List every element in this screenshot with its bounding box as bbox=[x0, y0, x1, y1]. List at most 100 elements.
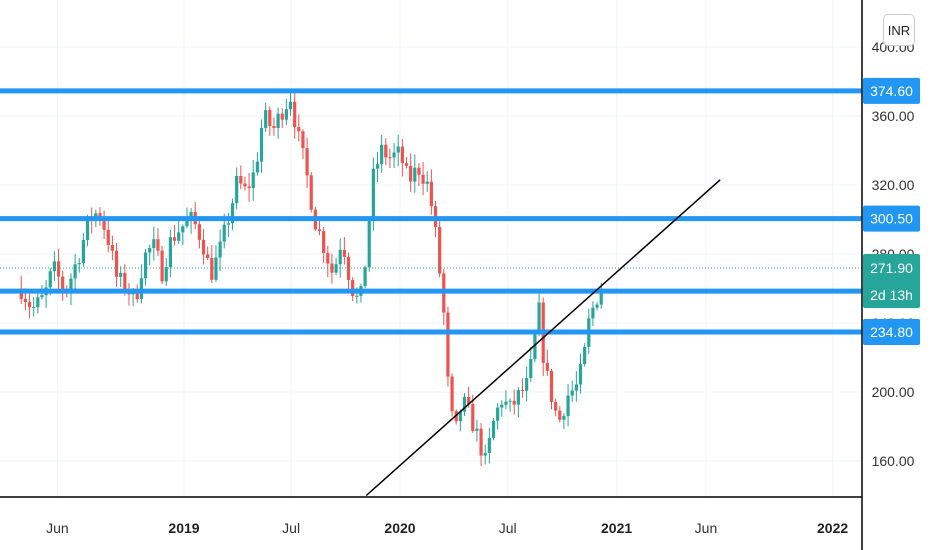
candle-body-117 bbox=[504, 401, 508, 405]
candle-body-24 bbox=[119, 272, 123, 277]
candle-body-31 bbox=[148, 247, 152, 253]
x-tick-label-5: 2021 bbox=[601, 520, 632, 536]
candle-body-67 bbox=[297, 127, 301, 132]
candle-body-14 bbox=[77, 262, 81, 265]
candle-body-13 bbox=[73, 264, 77, 279]
candle-body-74 bbox=[326, 252, 330, 264]
candle-body-97 bbox=[421, 174, 425, 184]
candle-body-78 bbox=[342, 249, 346, 257]
candle-body-114 bbox=[491, 420, 496, 439]
candle-body-56 bbox=[251, 172, 255, 189]
candle-body-107 bbox=[462, 396, 467, 412]
candle-body-115 bbox=[496, 407, 500, 421]
candle-body-112 bbox=[483, 452, 487, 456]
candle-body-54 bbox=[243, 183, 247, 187]
candle-body-62 bbox=[276, 113, 280, 128]
candle-body-1 bbox=[23, 298, 28, 303]
last-price-tag bbox=[863, 253, 920, 282]
candle-body-39 bbox=[181, 226, 185, 233]
candle-body-3 bbox=[32, 307, 36, 309]
candle-body-120 bbox=[516, 390, 520, 405]
last-price-labels: 271.90 2d 13h bbox=[863, 253, 920, 308]
candle-body-118 bbox=[508, 400, 512, 402]
candle-body-104 bbox=[450, 376, 454, 412]
candle-body-123 bbox=[529, 359, 533, 379]
candle-body-59 bbox=[264, 110, 268, 128]
candle-body-16 bbox=[85, 217, 90, 241]
level-tag-1 bbox=[863, 205, 920, 232]
x-tick-label-6: Jun bbox=[695, 520, 718, 536]
candle-body-101 bbox=[438, 227, 442, 274]
candle-body-136 bbox=[583, 346, 587, 365]
candle-body-130 bbox=[558, 410, 562, 420]
candle-body-49 bbox=[222, 224, 226, 242]
candle-body-133 bbox=[570, 390, 574, 396]
candle-body-84 bbox=[367, 219, 371, 268]
candle-body-2 bbox=[27, 302, 32, 308]
candle-body-95 bbox=[413, 167, 417, 182]
candle-body-12 bbox=[69, 278, 73, 293]
countdown-tag bbox=[863, 281, 920, 308]
candle-body-108 bbox=[467, 396, 471, 405]
candle-body-47 bbox=[214, 257, 218, 280]
candle-body-125 bbox=[537, 302, 541, 334]
x-tick-label-2: Jul bbox=[282, 520, 300, 536]
candle-body-98 bbox=[425, 181, 429, 184]
candle-body-94 bbox=[409, 165, 413, 182]
candle-body-55 bbox=[247, 186, 251, 189]
candle-body-87 bbox=[380, 144, 384, 165]
level-label-3: 234.80 bbox=[870, 324, 913, 340]
candle-body-70 bbox=[309, 175, 313, 210]
candle-body-134 bbox=[574, 384, 578, 391]
candle-body-52 bbox=[235, 175, 239, 204]
candle-body-50 bbox=[226, 223, 230, 225]
candle-body-53 bbox=[239, 175, 243, 184]
candle-body-88 bbox=[384, 144, 388, 158]
candle-body-57 bbox=[255, 161, 259, 173]
candle-body-64 bbox=[284, 109, 288, 120]
horizontal-levels[interactable] bbox=[0, 88, 862, 335]
candle-body-25 bbox=[123, 272, 127, 290]
candle-body-46 bbox=[210, 257, 214, 280]
candle-body-135 bbox=[578, 364, 583, 385]
candle-body-30 bbox=[143, 252, 148, 279]
candle-body-65 bbox=[288, 101, 293, 110]
trendline[interactable] bbox=[365, 179, 721, 497]
candle-body-139 bbox=[595, 304, 599, 308]
candle-body-89 bbox=[388, 157, 392, 159]
candle-body-66 bbox=[293, 101, 297, 128]
candle-body-83 bbox=[363, 267, 367, 287]
candle-body-43 bbox=[197, 224, 201, 240]
grid-lines bbox=[0, 0, 862, 497]
candle-body-75 bbox=[330, 263, 334, 273]
candle-body-106 bbox=[458, 411, 462, 422]
candle-body-15 bbox=[81, 240, 85, 263]
currency-button[interactable]: INR bbox=[883, 14, 915, 46]
candle-body-121 bbox=[520, 390, 525, 392]
candle-body-93 bbox=[404, 163, 409, 166]
candle-body-127 bbox=[545, 362, 549, 371]
candle-body-131 bbox=[562, 415, 566, 420]
candle-body-129 bbox=[554, 401, 558, 411]
candle-body-132 bbox=[566, 395, 570, 416]
candle-body-37 bbox=[172, 237, 177, 241]
candle-body-119 bbox=[512, 400, 516, 405]
candle-body-86 bbox=[375, 164, 380, 169]
candle-body-138 bbox=[591, 307, 595, 319]
y-tick-label-6: 160.00 bbox=[872, 453, 915, 469]
candle-body-10 bbox=[61, 276, 65, 289]
candle-body-61 bbox=[272, 126, 276, 128]
countdown-label: 2d 13h bbox=[870, 287, 913, 303]
candle-body-44 bbox=[201, 239, 206, 255]
y-tick-label-1: 360.00 bbox=[872, 108, 915, 124]
candle-body-111 bbox=[479, 428, 483, 456]
candle-body-103 bbox=[446, 312, 450, 377]
candle-body-92 bbox=[400, 146, 404, 164]
candle-body-8 bbox=[52, 261, 56, 272]
x-axis-ticks: Jun 2019 Jul 2020 Jul 2021 Jun 2022 bbox=[46, 520, 848, 536]
candle-body-72 bbox=[317, 229, 322, 232]
candle-body-60 bbox=[268, 110, 272, 127]
candle-body-116 bbox=[500, 404, 504, 408]
candle-body-140 bbox=[599, 288, 603, 305]
